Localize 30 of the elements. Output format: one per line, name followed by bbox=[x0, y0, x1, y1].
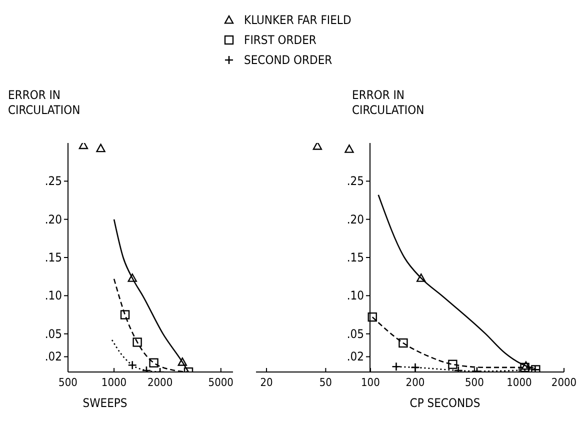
x-tick-label: 1000 bbox=[506, 376, 532, 389]
y-tick-label: .20 bbox=[44, 212, 62, 226]
y-tick-label: .25 bbox=[44, 174, 62, 188]
y-tick-label: .20 bbox=[346, 212, 364, 226]
x-tick-label: 20 bbox=[260, 376, 273, 389]
y-tick-label: .05 bbox=[44, 326, 62, 341]
legend-label: SECOND ORDER bbox=[244, 53, 332, 67]
x-tick-label: 1000 bbox=[101, 376, 127, 389]
x-tick-label: 500 bbox=[465, 376, 484, 389]
x-axis-title: SWEEPS bbox=[82, 396, 128, 410]
y-tick-label: .02 bbox=[44, 350, 62, 364]
x-tick-label: 500 bbox=[58, 376, 78, 389]
x-tick-label: 5000 bbox=[208, 376, 234, 389]
y-axis-title: ERROR IN CIRCULATION bbox=[8, 88, 82, 118]
y-axis-title: ERROR IN CIRCULATION bbox=[352, 88, 426, 118]
x-tick-label: 50 bbox=[319, 376, 332, 389]
y-tick-label: .25 bbox=[346, 174, 364, 188]
x-tick-label: 2000 bbox=[147, 376, 173, 389]
legend-label: KLUNKER FAR FIELD bbox=[244, 13, 352, 27]
x-tick-label: 2000 bbox=[551, 376, 577, 389]
y-tick-label: .02 bbox=[346, 350, 364, 364]
y-tick-label: .15 bbox=[44, 250, 62, 264]
y-tick-label: .10 bbox=[44, 288, 62, 303]
x-tick-label: 200 bbox=[406, 376, 425, 389]
y-tick-label: .15 bbox=[346, 250, 364, 264]
x-tick-label: 100 bbox=[361, 376, 380, 389]
legend-label: FIRST ORDER bbox=[244, 33, 316, 47]
y-tick-label: .10 bbox=[346, 288, 364, 303]
y-tick-label: .05 bbox=[346, 326, 364, 341]
x-axis-title: CP SECONDS bbox=[408, 396, 482, 410]
